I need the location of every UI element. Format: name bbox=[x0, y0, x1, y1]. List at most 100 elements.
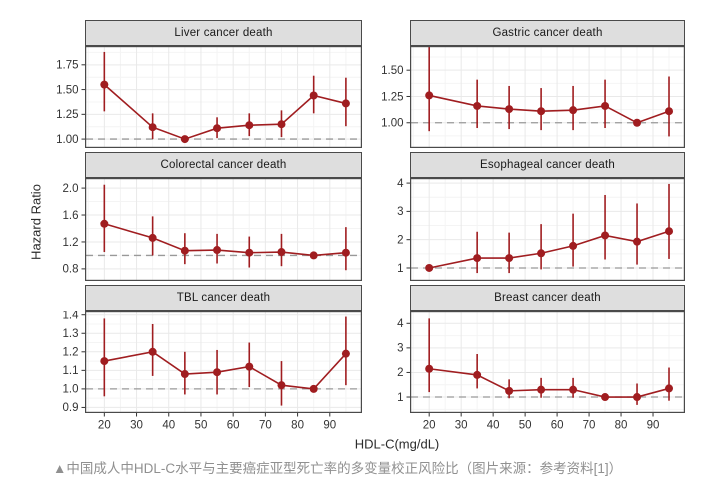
panel-title: Colorectal cancer death bbox=[160, 159, 287, 171]
panel-strip-tbl-cancer-death: TBL cancer death bbox=[85, 285, 362, 311]
data-point bbox=[309, 384, 318, 393]
data-point bbox=[601, 231, 610, 240]
series-line bbox=[429, 230, 670, 269]
data-point bbox=[148, 347, 157, 356]
panel-plot-esophageal-cancer-death: 1 2 3 4 bbox=[397, 178, 685, 281]
data-points bbox=[100, 219, 350, 260]
error-bars bbox=[476, 183, 670, 274]
data-point bbox=[425, 263, 434, 272]
data-point bbox=[100, 357, 109, 366]
data-point bbox=[100, 80, 109, 89]
data-point bbox=[180, 246, 189, 255]
data-point bbox=[425, 364, 434, 373]
y-tick-label: 0.8 bbox=[63, 264, 79, 276]
y-tick-label: 1.6 bbox=[63, 210, 79, 222]
series-line bbox=[103, 84, 347, 140]
x-tick-label: 50 bbox=[519, 420, 532, 432]
data-point bbox=[341, 99, 350, 108]
y-tick-label: 1.1 bbox=[63, 365, 79, 377]
data-point bbox=[633, 118, 642, 127]
y-tick-label: 1.25 bbox=[56, 109, 78, 121]
y-tick-label: 1.50 bbox=[381, 65, 403, 77]
data-point bbox=[341, 349, 350, 358]
panel-plot-gastric-cancer-death: 1.00 1.25 1.50 bbox=[381, 46, 685, 148]
x-tick-label: 30 bbox=[130, 420, 143, 432]
panel-title: Esophageal cancer death bbox=[479, 159, 616, 171]
x-tick-label: 30 bbox=[455, 420, 468, 432]
y-tick-label: 2 bbox=[397, 234, 403, 246]
panel-border bbox=[409, 178, 685, 281]
y-axis: 0.8 1.2 1.6 2.0 bbox=[63, 183, 85, 276]
y-axis: 1.00 1.25 1.50 bbox=[381, 65, 410, 130]
data-points bbox=[425, 91, 674, 127]
x-tick-label: 90 bbox=[647, 420, 660, 432]
x-tick-label: 60 bbox=[227, 420, 240, 432]
y-tick-label: 1.4 bbox=[63, 311, 80, 322]
y-tick-label: 0.9 bbox=[63, 402, 79, 414]
y-tick-label: 1.00 bbox=[381, 118, 403, 130]
y-axis-title: Hazard Ratio bbox=[28, 184, 44, 260]
panel-title: Liver cancer death bbox=[174, 27, 273, 39]
data-points bbox=[425, 227, 674, 272]
data-point bbox=[537, 249, 546, 258]
x-axis: 20 30 40 50 60 70 80 90 bbox=[423, 413, 660, 432]
data-points bbox=[100, 80, 350, 144]
y-tick-label: 2 bbox=[397, 367, 403, 379]
x-tick-label: 40 bbox=[162, 420, 175, 432]
data-point bbox=[245, 248, 254, 257]
panel-border bbox=[84, 178, 362, 281]
panel-border bbox=[84, 46, 362, 148]
y-tick-label: 1.00 bbox=[56, 134, 78, 146]
panel-border bbox=[84, 311, 362, 414]
panel-border bbox=[409, 46, 685, 148]
series-line bbox=[104, 223, 346, 257]
data-point bbox=[665, 384, 674, 393]
data-point bbox=[100, 219, 109, 228]
data-point bbox=[505, 254, 514, 263]
data-point bbox=[277, 120, 286, 129]
y-axis: 0.9 1.0 1.1 1.2 1.3 1.4 bbox=[63, 311, 85, 414]
data-point bbox=[633, 237, 642, 246]
data-point bbox=[569, 241, 578, 250]
x-tick-label: 40 bbox=[487, 420, 500, 432]
y-tick-label: 1.0 bbox=[63, 384, 79, 396]
x-tick-label: 80 bbox=[615, 420, 628, 432]
data-point bbox=[309, 251, 318, 260]
data-point bbox=[665, 227, 674, 236]
panel-title: Gastric cancer death bbox=[492, 27, 603, 39]
data-point bbox=[148, 233, 157, 242]
data-point bbox=[505, 105, 514, 114]
y-tick-label: 1.3 bbox=[63, 328, 79, 340]
data-point bbox=[180, 135, 189, 144]
data-point bbox=[633, 393, 642, 402]
data-point bbox=[245, 362, 254, 371]
data-point bbox=[213, 124, 222, 133]
y-tick-label: 1.25 bbox=[381, 91, 403, 103]
x-tick-label: 70 bbox=[259, 420, 272, 432]
data-point bbox=[537, 107, 546, 116]
y-tick-label: 4 bbox=[397, 178, 404, 190]
x-tick-label: 70 bbox=[583, 420, 596, 432]
y-tick-label: 1.2 bbox=[63, 237, 79, 249]
series-line bbox=[104, 350, 347, 390]
series-line bbox=[429, 94, 670, 124]
data-points bbox=[100, 347, 350, 393]
data-point bbox=[277, 381, 286, 390]
x-tick-label: 90 bbox=[323, 420, 336, 432]
panel-title: Breast cancer death bbox=[494, 292, 601, 304]
data-point bbox=[213, 246, 222, 255]
x-tick-label: 20 bbox=[423, 420, 436, 432]
data-point bbox=[180, 370, 189, 379]
panel-strip-breast-cancer-death: Breast cancer death bbox=[410, 285, 685, 311]
data-point bbox=[569, 385, 578, 394]
data-point bbox=[473, 101, 482, 110]
data-point bbox=[425, 91, 434, 100]
x-tick-label: 80 bbox=[291, 420, 304, 432]
data-point bbox=[473, 254, 482, 263]
data-point bbox=[473, 370, 482, 379]
x-tick-label: 60 bbox=[551, 420, 564, 432]
data-point bbox=[601, 101, 610, 110]
x-axis: 20 30 40 50 60 70 80 90 bbox=[98, 413, 336, 432]
data-point bbox=[569, 106, 578, 115]
